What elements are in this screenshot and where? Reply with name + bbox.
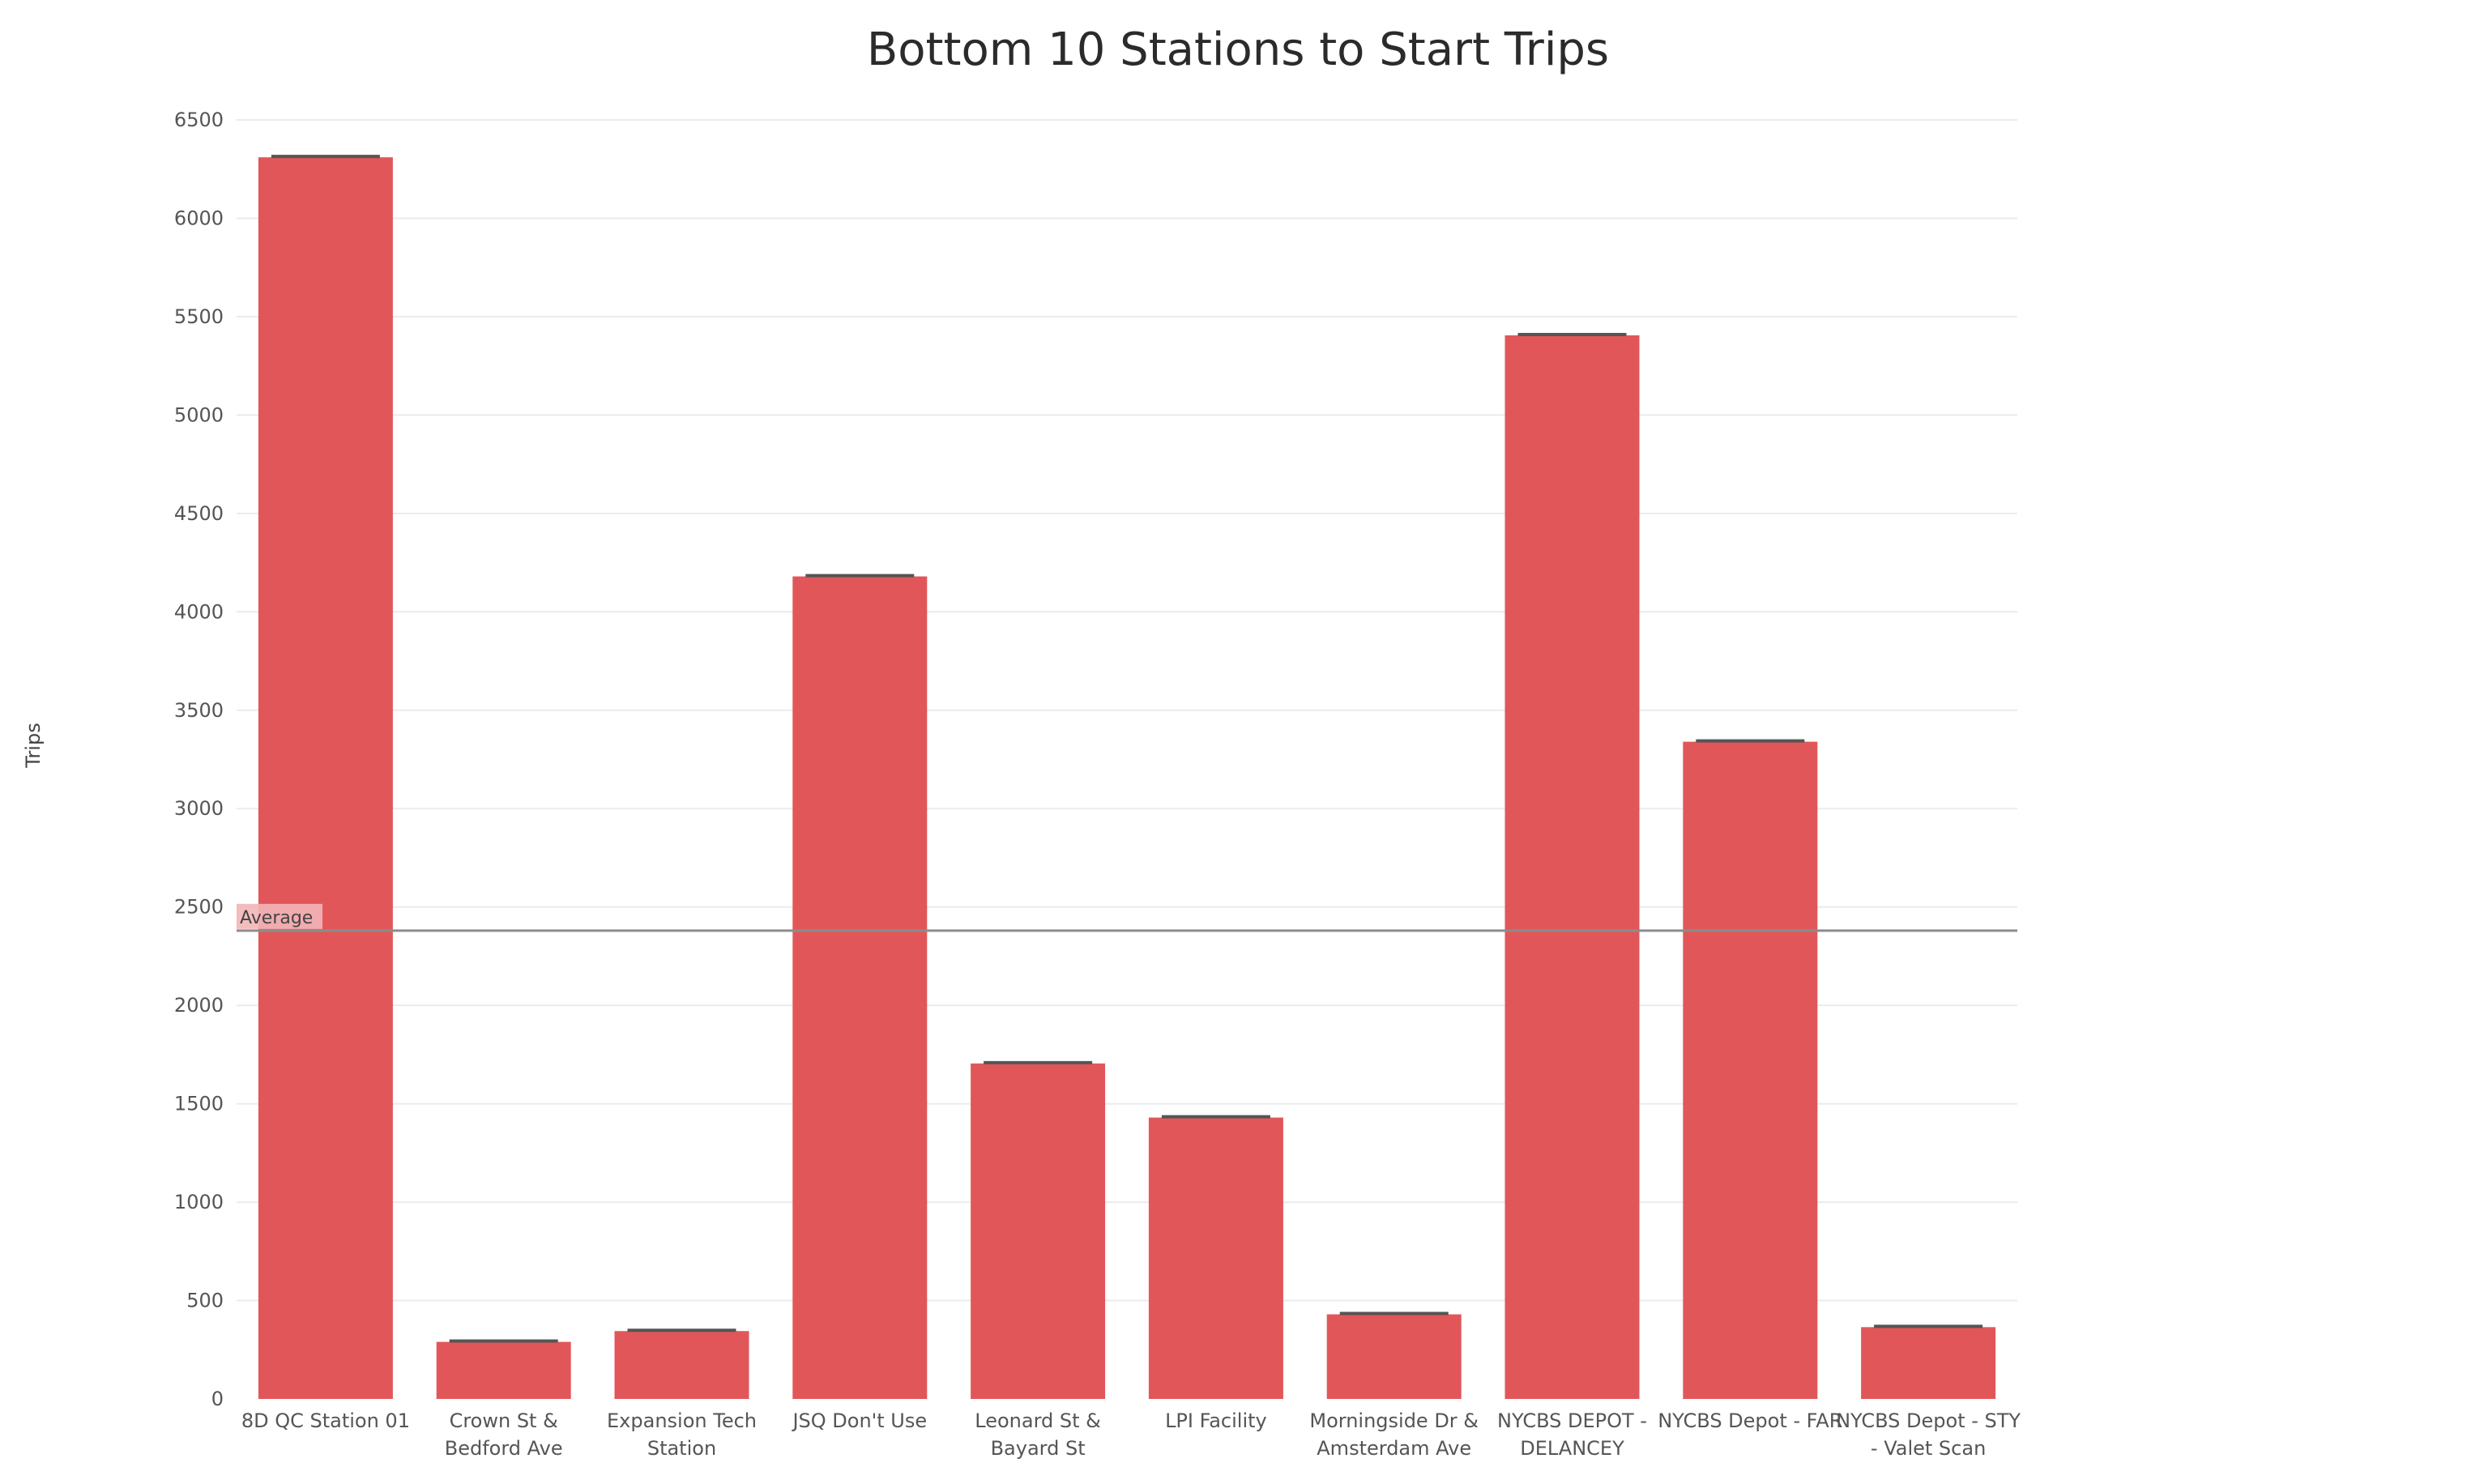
y-tick-label: 6500 (174, 109, 224, 131)
y-tick-label: 3500 (174, 699, 224, 722)
bar (971, 1063, 1106, 1399)
x-tick-label: Morningside Dr & (1309, 1409, 1479, 1432)
x-axis-labels: 8D QC Station 01 Crown St & Bedford Ave Exp… (241, 1409, 2021, 1460)
average-label: Average (240, 908, 313, 928)
y-tick-label: 0 (211, 1388, 224, 1410)
bar (1683, 741, 1818, 1399)
x-tick-label: 8D QC Station 01 (241, 1409, 410, 1432)
bar (1148, 1117, 1283, 1399)
x-tick-label: Leonard St & (975, 1409, 1101, 1432)
bars (258, 155, 1996, 1400)
y-axis-ticks: 0 500 1000 1500 2000 2500 3000 3500 4000 4500 5000… (174, 109, 224, 1410)
x-tick-label: Crown St & (450, 1409, 558, 1432)
y-axis-title: Trips (22, 723, 45, 768)
x-tick-label: NYCBS DEPOT - (1497, 1409, 1647, 1432)
y-tick-label: 1500 (174, 1093, 224, 1115)
x-tick-label: - Valet Scan (1871, 1437, 1986, 1460)
x-tick-label: Station (647, 1437, 716, 1460)
y-tick-label: 1000 (174, 1191, 224, 1213)
y-tick-label: 5000 (174, 403, 224, 426)
bar (614, 1331, 749, 1399)
y-tick-label: 5500 (174, 305, 224, 328)
x-tick-label: Expansion Tech (607, 1409, 757, 1432)
x-tick-label: LPI Facility (1165, 1409, 1267, 1432)
bar (1504, 335, 1640, 1400)
average-reference-line: Average (237, 903, 2017, 932)
y-tick-label: 2000 (174, 994, 224, 1017)
bar (792, 576, 928, 1399)
y-tick-label: 500 (186, 1290, 224, 1312)
gridlines (237, 119, 2017, 1302)
y-tick-label: 3000 (174, 797, 224, 820)
x-tick-label: Amsterdam Ave (1317, 1437, 1471, 1460)
x-tick-label: NYCBS Depot - STY (1836, 1409, 2021, 1432)
x-tick-label: NYCBS Depot - FAR (1658, 1409, 1842, 1432)
y-tick-label: 2500 (174, 896, 224, 919)
chart-title: Bottom 10 Stations to Start Trips (867, 23, 1609, 76)
x-tick-label: Bedford Ave (445, 1437, 563, 1460)
bar (1326, 1314, 1462, 1399)
bar (436, 1341, 571, 1399)
bar (1861, 1327, 1996, 1399)
x-tick-label: JSQ Don't Use (791, 1409, 927, 1432)
bar (258, 157, 393, 1399)
y-tick-label: 4000 (174, 600, 224, 623)
x-tick-label: DELANCEY (1520, 1437, 1624, 1460)
y-tick-label: 4500 (174, 502, 224, 525)
x-tick-label: Bayard St (991, 1437, 1086, 1460)
average-label-background (237, 903, 322, 929)
y-tick-label: 6000 (174, 207, 224, 229)
